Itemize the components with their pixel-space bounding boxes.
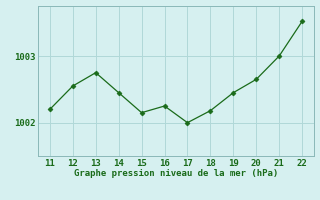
X-axis label: Graphe pression niveau de la mer (hPa): Graphe pression niveau de la mer (hPa) xyxy=(74,169,278,178)
